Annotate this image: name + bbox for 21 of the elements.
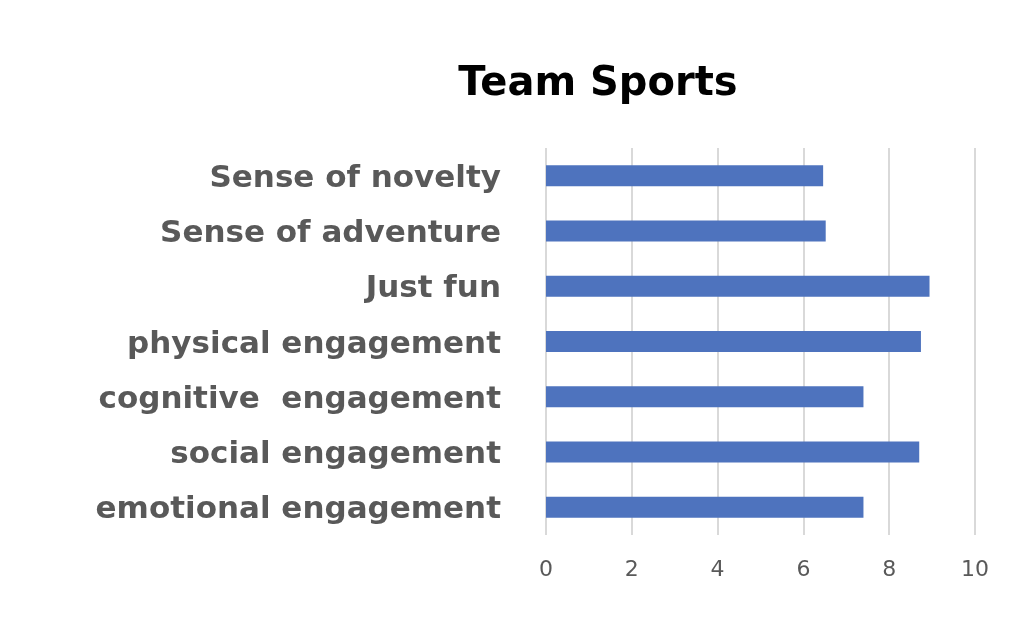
bar [546,165,824,187]
y-tick-label: Just fun [363,268,501,305]
y-tick-label: cognitive engagement [98,378,502,415]
x-tick-label: 4 [710,555,725,581]
x-tick-label: 6 [796,555,811,581]
bar [546,220,826,242]
x-tick-label: 8 [882,555,897,581]
bar [546,275,930,297]
x-tick-label: 0 [539,555,553,581]
y-tick-label: Sense of novelty [209,157,501,194]
x-tick-label: 10 [961,555,989,581]
x-tick-label: 2 [624,555,639,581]
bar [546,441,920,463]
y-tick-label: emotional engagement [95,489,502,526]
chart-title: Team Sports [458,58,738,104]
bar [546,331,921,352]
y-tick-label: social engagement [170,434,502,471]
bar [546,496,864,518]
y-tick-label: Sense of adventure [160,212,501,249]
bar [546,386,864,408]
y-tick-label: physical engagement [127,323,502,360]
